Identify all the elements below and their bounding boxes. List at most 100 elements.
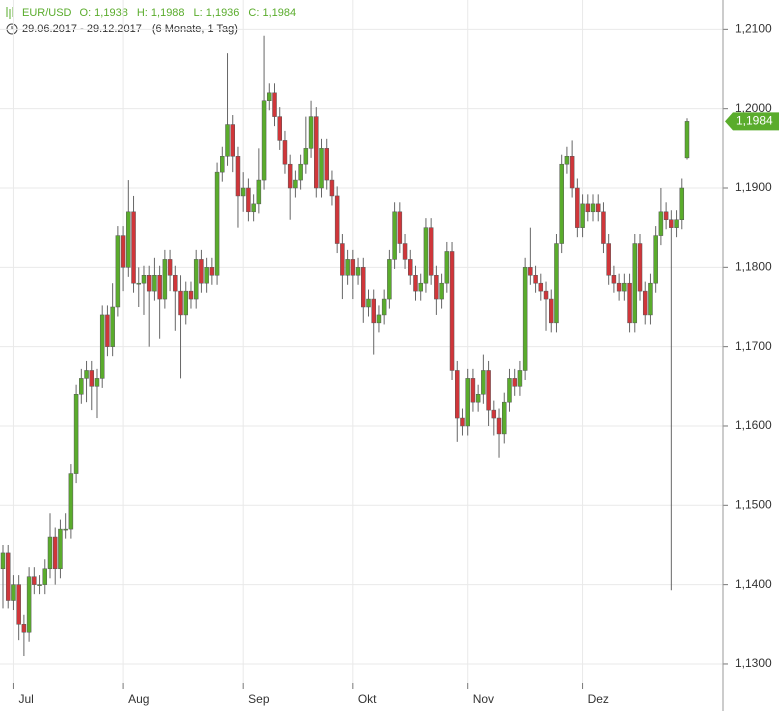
candle-body [167, 259, 173, 276]
candle-body [89, 370, 95, 387]
candle-body [517, 370, 523, 387]
candle-body [52, 536, 58, 570]
candle-body [496, 417, 502, 435]
candle-body [460, 417, 465, 427]
candle-body [595, 203, 601, 213]
candle-body [334, 195, 340, 244]
candle-body [569, 156, 575, 189]
candle-body [261, 100, 267, 181]
candle-body [32, 576, 37, 585]
candle-body [658, 211, 664, 236]
candle-body [146, 275, 152, 292]
y-tick-label: 1,1600 [735, 418, 772, 432]
candle-body [423, 227, 429, 284]
candle-body [648, 282, 653, 316]
candle-body [522, 267, 528, 371]
y-tick-label: 1,1300 [735, 656, 772, 670]
x-tick-label: Sep [248, 692, 270, 706]
candle-body [387, 259, 392, 300]
candle-body [11, 584, 16, 601]
candle-body [616, 282, 622, 292]
candle-body [157, 275, 162, 300]
y-tick-label: 1,1700 [735, 339, 772, 353]
candle-body [152, 275, 157, 292]
candle-body [376, 314, 382, 324]
candle-body [340, 243, 345, 276]
candle-body [131, 211, 136, 284]
candle-body [408, 259, 413, 276]
candle-body [308, 116, 314, 149]
candle-body [277, 116, 282, 141]
candle-body [324, 148, 329, 181]
candle-body [434, 275, 439, 300]
candle-body [533, 275, 538, 284]
candle-body [47, 536, 53, 570]
candle-body [674, 219, 679, 228]
x-tick-label: Nov [473, 692, 494, 706]
candle-body [0, 552, 6, 570]
ohlc-label: L: 1,1936 [194, 7, 240, 19]
candle-body [214, 171, 220, 276]
y-tick-label: 1,1900 [735, 180, 772, 194]
candle-body [361, 267, 366, 308]
ohlc-label: H: 1,1988 [137, 7, 185, 19]
candle-body [481, 370, 486, 395]
candle-body [256, 179, 262, 205]
chart-title: EUR/USD [22, 7, 72, 19]
candle-body [684, 121, 690, 159]
candle-body [663, 211, 669, 220]
candle-body [26, 576, 32, 633]
y-tick-label: 1,1400 [735, 577, 772, 591]
candle-body [402, 243, 408, 260]
x-tick-label: Aug [128, 692, 149, 706]
candle-body [21, 624, 27, 633]
candle-body [444, 251, 450, 284]
candle-body [73, 394, 79, 474]
candle-body [162, 259, 168, 300]
y-tick-label: 1,1500 [735, 497, 772, 511]
candle-body [575, 187, 580, 228]
last-price-label: 1,1984 [736, 114, 773, 128]
candle-body [366, 298, 371, 308]
y-tick-label: 1,2000 [735, 101, 772, 115]
candle-body [110, 306, 115, 347]
candle-body [115, 235, 121, 308]
x-tick-label: Okt [358, 692, 377, 706]
candle-body [173, 275, 178, 292]
candle-body [528, 267, 533, 276]
candle-body [559, 163, 564, 244]
candle-body [371, 298, 376, 324]
candle-body [329, 179, 335, 197]
y-tick-label: 1,1800 [735, 260, 772, 274]
candle-body [99, 314, 105, 379]
candle-body [37, 584, 42, 586]
candle-body [68, 473, 74, 530]
ohlc-label: C: 1,1984 [248, 7, 296, 19]
candle-body [79, 378, 84, 395]
candle-body [350, 259, 356, 276]
candle-body [126, 211, 131, 268]
candle-body [120, 235, 126, 268]
candle-body [178, 290, 183, 316]
candle-body [632, 243, 638, 324]
candle-body [580, 203, 585, 228]
candle-body [543, 290, 549, 300]
y-tick-label: 1,2100 [735, 22, 772, 36]
candle-body [637, 243, 643, 292]
candle-body [679, 187, 685, 220]
candle-body [251, 203, 256, 213]
candle-body [58, 528, 63, 570]
candle-body [642, 290, 648, 316]
candle-body [225, 124, 230, 157]
candle-body [5, 552, 11, 601]
candle-body [193, 259, 199, 300]
candle-body [392, 211, 397, 260]
candle-body [465, 378, 470, 427]
candle-body [669, 219, 674, 228]
candle-body [554, 243, 559, 324]
candle-body [611, 275, 617, 284]
last-price-marker [725, 112, 779, 131]
candle-body [298, 163, 303, 181]
